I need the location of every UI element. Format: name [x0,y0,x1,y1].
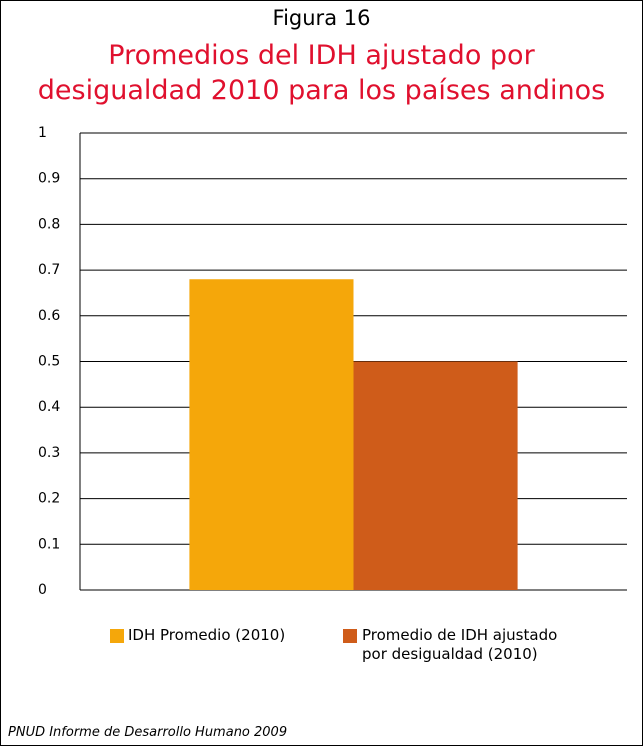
y-tick-label: 0 [38,582,47,598]
y-tick-label: 0.2 [38,491,60,507]
y-tick-label: 0.9 [38,171,60,187]
chart-title: Figura 16 [272,6,371,30]
legend-swatch [110,629,124,643]
y-tick-label: 1 [38,125,47,141]
chart-subtitle: Promedios del IDH ajustado por desiguald… [37,40,606,106]
y-tick-label: 0.8 [38,216,60,232]
legend-swatch [343,629,357,643]
y-tick-label: 0.3 [38,445,60,461]
bar [189,279,354,590]
y-tick-label: 0.5 [38,354,60,370]
legend-label: Promedio de IDH ajustado por desigualdad… [362,626,558,663]
source-note: PNUD Informe de Desarrollo Humano 2009 [8,725,288,740]
y-tick-label: 0.1 [38,536,60,552]
bar [353,361,518,590]
y-tick-label: 0.4 [38,399,60,415]
legend-label: IDH Promedio (2010) [128,626,286,644]
y-tick-label: 0.7 [38,262,60,278]
y-tick-label: 0.6 [38,308,60,324]
